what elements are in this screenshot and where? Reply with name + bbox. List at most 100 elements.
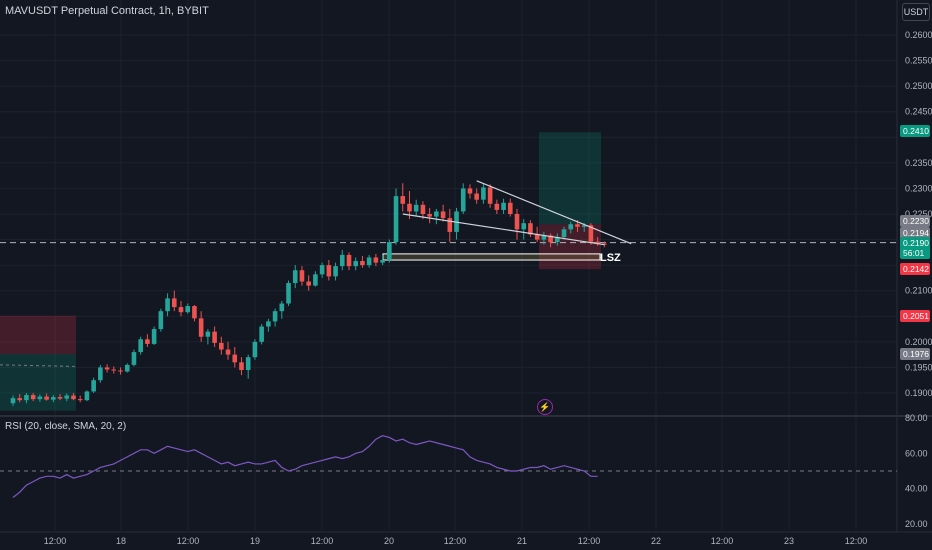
candle-body [353, 261, 359, 267]
candle-body [225, 349, 231, 355]
time-tick-label: 21 [517, 536, 527, 546]
price-badge [900, 215, 930, 227]
rsi-pane [0, 435, 897, 498]
candle-body [588, 225, 594, 242]
candle-body [528, 223, 533, 235]
candle-body [124, 364, 130, 372]
time-tick-label: 19 [250, 536, 260, 546]
candle-body [501, 202, 506, 210]
time-tick-label: 20 [384, 536, 394, 546]
rsi-line [12, 435, 598, 498]
price-badge [900, 237, 930, 249]
currency-button[interactable]: USDT [902, 3, 930, 21]
candle-body [507, 202, 513, 214]
candle-body [393, 196, 399, 243]
candle-body [407, 203, 412, 212]
candle-body [514, 214, 520, 230]
candle-body [17, 398, 23, 401]
price-tick-label: 0.2600 [905, 30, 932, 40]
candle-body [158, 311, 164, 330]
price-badge [900, 247, 930, 259]
candle-body [37, 396, 43, 400]
candle-body [306, 281, 311, 286]
time-tick-label: 12:00 [177, 536, 200, 546]
candle-body [460, 188, 466, 212]
price-tick-label: 0.1950 [905, 362, 932, 372]
candle-body [487, 187, 493, 204]
candle-body [71, 395, 76, 400]
time-tick-label: 18 [116, 536, 126, 546]
candle-body [98, 367, 103, 381]
candle-body [279, 303, 285, 312]
candle-body [380, 260, 385, 263]
candle-body [561, 229, 567, 238]
candle-body [171, 298, 177, 308]
candle-body [10, 398, 16, 404]
price-badge-label: 56:01 [903, 248, 925, 258]
price-tick-label: 0.2300 [905, 183, 932, 193]
price-tick-label: 0.2350 [905, 158, 932, 168]
candle-body [145, 339, 150, 344]
price-badge-label: 0.2142 [903, 264, 929, 274]
candle-body [447, 218, 453, 232]
candle-body [541, 235, 547, 240]
candle-body [185, 306, 191, 313]
candle-body [138, 339, 143, 353]
bolt-icon[interactable]: ⚡ [537, 399, 553, 415]
price-badge-label: 0.2410 [903, 126, 929, 136]
candle-body [165, 298, 170, 312]
lsz-box [382, 253, 601, 261]
time-tick-label: 12:00 [44, 536, 67, 546]
rsi-tick-label: 60.00 [905, 448, 928, 458]
candle-body [400, 196, 406, 204]
candle-body [474, 193, 479, 200]
candle-body [568, 224, 574, 230]
price-tick-label: 0.2100 [905, 286, 932, 296]
price-tick-label: 0.2250 [905, 209, 932, 219]
candle-body [339, 254, 345, 267]
candle-body [272, 311, 278, 322]
price-badge [900, 348, 930, 360]
time-tick-label: 12:00 [711, 536, 734, 546]
candle-body [198, 318, 204, 337]
chart-title: MAVUSDT Perpetual Contract, 1h, BYBIT [5, 5, 209, 17]
price-tick-label: 0.2500 [905, 81, 932, 91]
price-badge [900, 125, 930, 137]
candle-body [118, 370, 123, 372]
candle-body [427, 214, 432, 217]
left-position-stop-zone [0, 315, 76, 355]
price-tick-label: 0.2550 [905, 56, 932, 66]
candle-body [131, 352, 137, 365]
left-position-entry-line [0, 364, 77, 367]
price-tick-label: 0.2000 [905, 337, 932, 347]
candle-body [413, 204, 419, 212]
candle-body [57, 397, 63, 399]
candle-body [292, 270, 298, 284]
candle-body [151, 329, 157, 344]
candle-body [319, 265, 325, 275]
zone-label: LSZ [600, 252, 621, 264]
time-tick-label: 12:00 [311, 536, 334, 546]
candle-body [51, 397, 56, 400]
rsi-tick-label: 20.00 [905, 519, 928, 529]
candle-body [313, 274, 318, 286]
candle-body [219, 342, 224, 350]
candle-body [481, 187, 486, 200]
candle-body [346, 254, 352, 267]
candle-body [77, 399, 83, 401]
candle-body [266, 321, 271, 327]
candle-body [534, 234, 540, 240]
time-tick-label: 22 [651, 536, 661, 546]
trendline [476, 180, 632, 245]
candle-body [333, 266, 338, 277]
candle-body [104, 367, 110, 370]
price-badge-label: 0.2051 [903, 311, 929, 321]
candle-body [440, 211, 446, 219]
candle-body [245, 357, 251, 370]
candle-body [420, 204, 426, 214]
candle-body [212, 331, 217, 343]
price-badge-label: 0.1976 [903, 349, 929, 359]
candle-body [360, 261, 365, 266]
candles [10, 183, 607, 406]
